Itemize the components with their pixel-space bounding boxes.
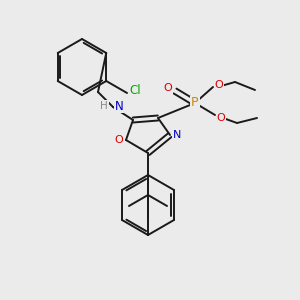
Text: N: N (173, 130, 181, 140)
Text: H: H (100, 101, 108, 111)
Text: N: N (115, 100, 124, 112)
Text: O: O (214, 80, 224, 90)
Text: O: O (115, 135, 123, 145)
Text: O: O (164, 83, 172, 93)
Text: P: P (191, 97, 199, 110)
Text: Cl: Cl (129, 83, 141, 97)
Text: O: O (217, 113, 225, 123)
